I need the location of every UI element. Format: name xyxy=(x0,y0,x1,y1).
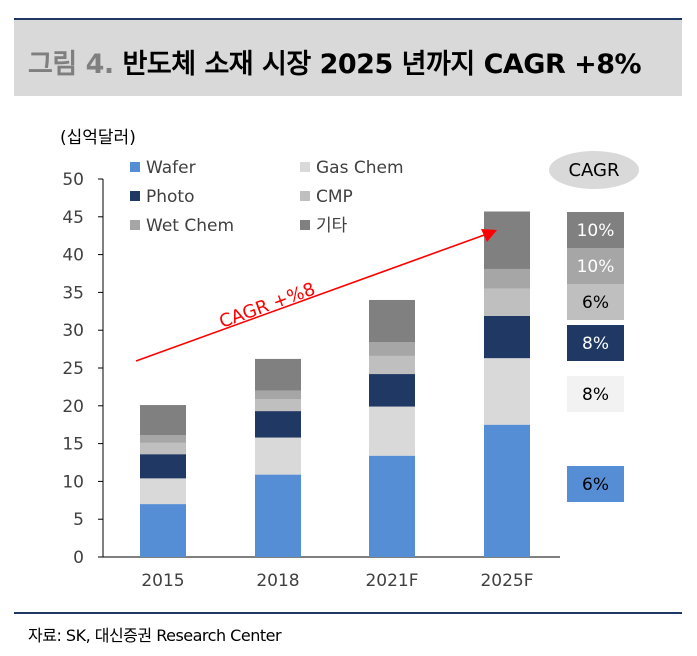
cagr-box-photo xyxy=(567,325,624,361)
legend-label: Wet Chem xyxy=(146,216,234,236)
bar-segment-photo xyxy=(484,315,530,359)
y-tick-label: 5 xyxy=(73,510,84,530)
y-tick-label: 20 xyxy=(62,397,84,417)
y-tick-label: 30 xyxy=(62,321,84,341)
legend-swatch-photo xyxy=(130,191,140,201)
legend-label: 기타 xyxy=(316,216,348,236)
y-tick-label: 50 xyxy=(62,170,84,190)
bar-segment-wafer xyxy=(140,504,186,557)
unit-label: (십억달러) xyxy=(60,128,136,148)
bar-segment-photo xyxy=(140,454,186,479)
top-rule xyxy=(14,18,682,20)
cagr-box-other xyxy=(567,212,624,248)
cagr-arrow-label: CAGR +%8 xyxy=(217,279,319,333)
legend-swatch-wafer xyxy=(130,162,140,172)
cagr-box-wet-chem xyxy=(567,248,624,284)
bar-segment-wet-chem xyxy=(255,390,301,399)
bar-segment-other xyxy=(255,358,301,391)
cagr-box-label: 8% xyxy=(582,334,609,354)
cagr-box-label: 10% xyxy=(577,221,615,241)
bar-segment-other xyxy=(484,211,530,269)
x-tick-label: 2018 xyxy=(256,571,299,591)
title-bar: 그림 4. 반도체 소재 시장 2025 년까지 CAGR +8% xyxy=(14,20,682,96)
bar-segment-other xyxy=(140,405,186,436)
cagr-box-label: 6% xyxy=(582,475,609,495)
bar-segment-cmp xyxy=(140,442,186,455)
bar-segment-wafer xyxy=(484,424,530,557)
legend-swatch-gas-chem xyxy=(300,162,310,172)
y-tick-label: 35 xyxy=(62,283,84,303)
bar-segment-photo xyxy=(255,411,301,438)
x-tick-label: 2015 xyxy=(141,571,184,591)
bar-segment-cmp xyxy=(255,398,301,412)
cagr-arrowhead-icon xyxy=(481,229,497,242)
bar-segment-wet-chem xyxy=(369,342,415,356)
legend-swatch-cmp xyxy=(300,191,310,201)
x-tick-label: 2021F xyxy=(365,571,418,591)
y-tick-label: 45 xyxy=(62,208,84,228)
bar-segment-wet-chem xyxy=(484,268,530,289)
bar-segment-cmp xyxy=(484,288,530,316)
bar-segment-cmp xyxy=(369,355,415,375)
bar-segment-wafer xyxy=(369,455,415,557)
x-tick-label: 2025F xyxy=(480,571,533,591)
y-tick-label: 25 xyxy=(62,359,84,379)
figure-label: 그림 4. xyxy=(28,49,114,80)
legend-label: CMP xyxy=(316,187,353,207)
y-tick-label: 10 xyxy=(62,472,84,492)
cagr-title-ellipse xyxy=(549,151,639,189)
figure-title: 그림 4. 반도체 소재 시장 2025 년까지 CAGR +8% xyxy=(28,42,642,81)
cagr-title: CAGR xyxy=(568,160,619,181)
figure-title-text: 반도체 소재 시장 2025 년까지 CAGR +8% xyxy=(122,49,642,80)
bar-segment-wafer xyxy=(255,474,301,557)
cagr-box-label: 8% xyxy=(582,385,609,405)
y-tick-label: 0 xyxy=(73,548,84,568)
bar-segment-photo xyxy=(369,374,415,407)
source-note: 자료: SK, 대신증권 Research Center xyxy=(28,626,282,645)
legend-swatch-other xyxy=(300,220,310,230)
cagr-arrow-line xyxy=(135,233,488,362)
cagr-box-cmp xyxy=(567,284,624,320)
legend-label: Photo xyxy=(146,187,195,207)
y-tick-label: 40 xyxy=(62,246,84,266)
cagr-box-wafer xyxy=(567,466,624,502)
bar-segment-gas-chem xyxy=(484,358,530,425)
legend-label: Wafer xyxy=(146,158,196,178)
y-tick-label: 15 xyxy=(62,435,84,455)
bottom-rule xyxy=(14,612,682,614)
cagr-box-label: 6% xyxy=(582,293,609,313)
bar-segment-gas-chem xyxy=(140,478,186,505)
legend-label: Gas Chem xyxy=(316,158,404,178)
stacked-bar-chart: (십억달러) 0 5 10 15 20 25 30 35 40 45 50 2015 2018 2021F 2… xyxy=(60,128,639,591)
bar-segment-gas-chem xyxy=(369,406,415,456)
bar-segment-wet-chem xyxy=(140,435,186,443)
cagr-box-label: 10% xyxy=(577,257,615,277)
legend-swatch-wet-chem xyxy=(130,220,140,230)
cagr-box-gas-chem xyxy=(567,376,624,412)
bar-segment-gas-chem xyxy=(255,437,301,475)
bar-segment-other xyxy=(369,299,415,343)
